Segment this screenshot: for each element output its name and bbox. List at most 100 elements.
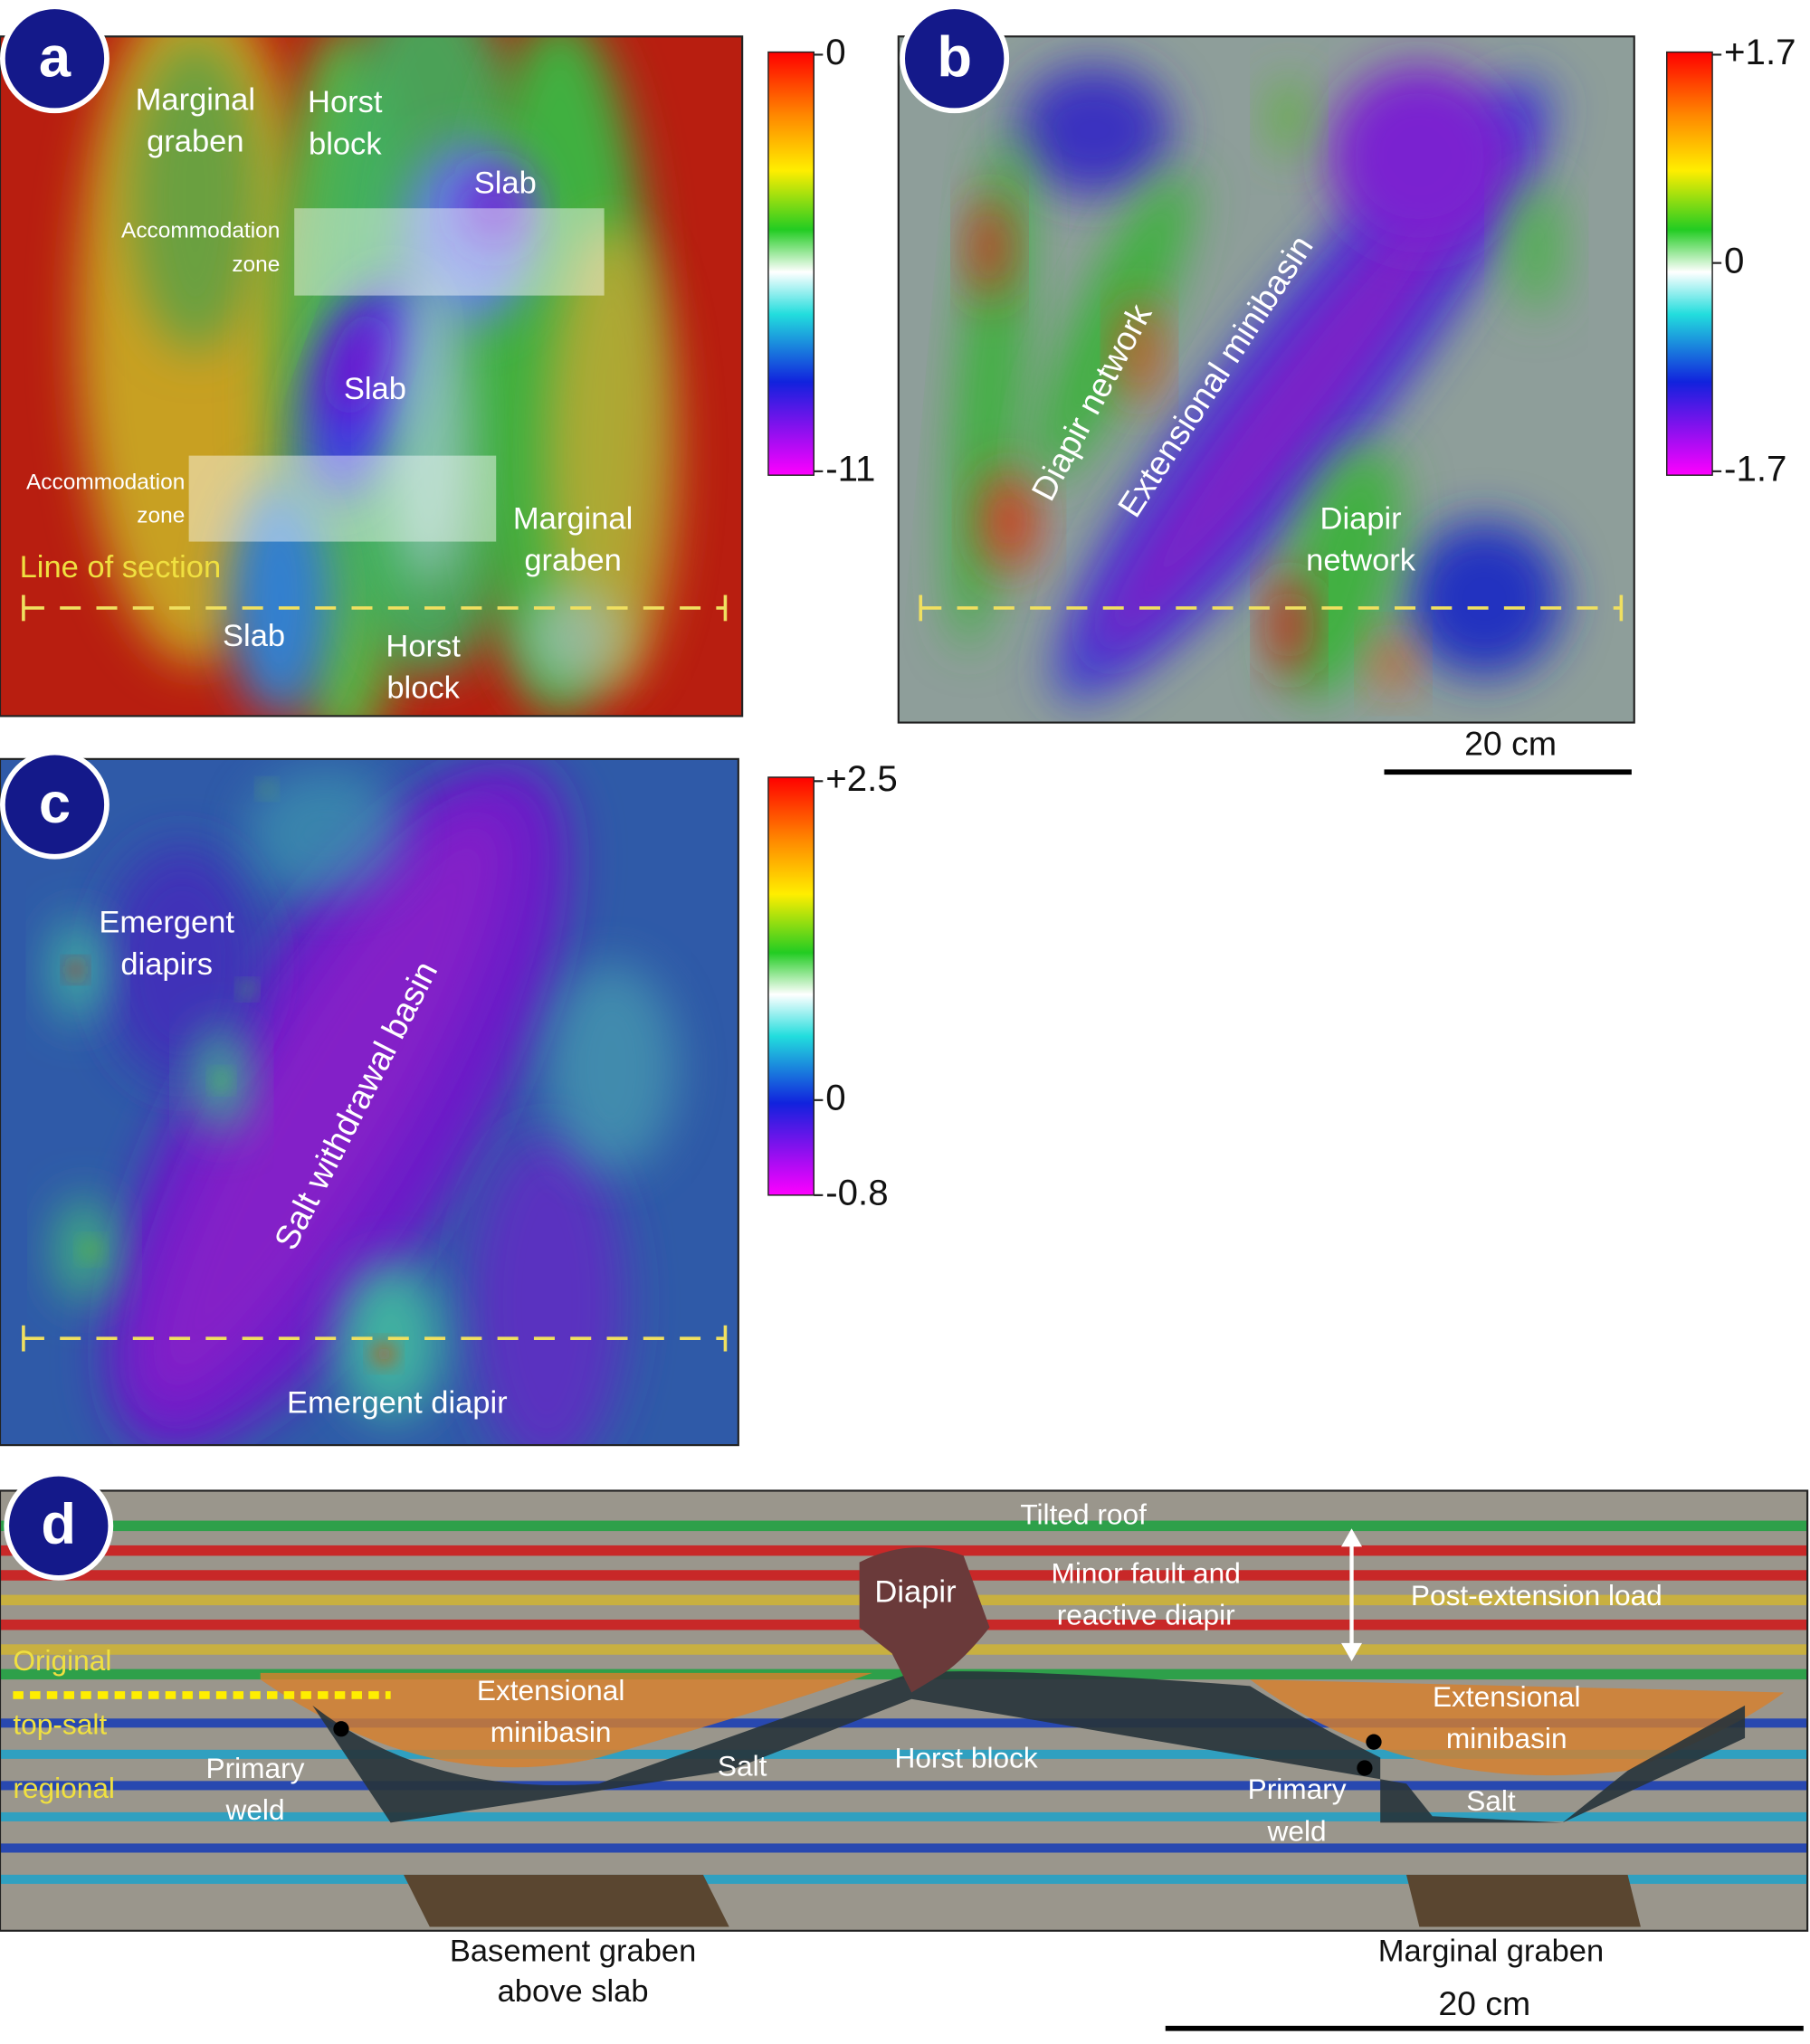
- colorbar-label: -1.7: [1724, 449, 1786, 490]
- map-blob: [462, 169, 528, 248]
- scale-bar-label: 20 cm: [1464, 724, 1557, 762]
- annotation: Slab: [344, 372, 406, 406]
- annotation: block: [309, 127, 382, 161]
- colorbar-label: +1.7: [1724, 32, 1796, 72]
- arrow-head: [1341, 1528, 1363, 1547]
- map-blob: [1119, 299, 1159, 404]
- map-blob: [129, 39, 261, 352]
- colorbar-label: 0: [1724, 240, 1744, 280]
- annotation: weld: [1267, 1814, 1327, 1847]
- map-blob: [338, 1262, 443, 1420]
- annotation: Tilted roof: [1020, 1498, 1147, 1531]
- diapir-spot: [241, 983, 254, 996]
- stratum: [0, 1843, 1808, 1853]
- annotation: weld: [224, 1793, 284, 1826]
- map-blob: [980, 468, 1038, 574]
- colorbar-label: 0: [825, 32, 845, 72]
- panel-badge: [0, 4, 110, 114]
- basement-graben: [404, 1874, 729, 1927]
- colorbar-label: 0: [825, 1077, 845, 1117]
- annotation: Marginal: [513, 502, 633, 537]
- minibasin-fill: [260, 1672, 873, 1768]
- caption: Marginal graben: [1378, 1934, 1604, 1968]
- annotation: graben: [524, 544, 621, 578]
- panel-border: [0, 35, 744, 718]
- map-blob: [1373, 638, 1414, 690]
- annotation: Accommodation: [26, 470, 185, 494]
- annotation: Salt: [1466, 1784, 1516, 1817]
- annotation: zone: [232, 252, 280, 277]
- stratum: [0, 1520, 1808, 1532]
- annotation: Emergent diapir: [287, 1386, 508, 1421]
- map-blob: [547, 221, 678, 690]
- stratum: [0, 1811, 1808, 1821]
- annotation: Diapir: [1320, 502, 1402, 537]
- salt-body: [312, 1671, 1746, 1823]
- diapir-spot: [373, 1343, 395, 1364]
- panel-badge: [4, 1470, 114, 1581]
- panel-border: [0, 1489, 1809, 1932]
- diapir-body: [859, 1547, 990, 1693]
- annotation: Slab: [223, 619, 285, 653]
- scale-bar-label: 20 cm: [1438, 1984, 1530, 2022]
- annotation: Slab: [474, 166, 537, 200]
- colorbar: [767, 776, 814, 1196]
- annotation: Primary: [206, 1752, 305, 1784]
- map-blob: [969, 195, 1010, 299]
- map-blob: [1328, 64, 1511, 248]
- stratum: [0, 1874, 1808, 1885]
- annotation: Horst: [308, 85, 383, 119]
- map-blob: [104, 846, 261, 1081]
- annotation: Marginal: [136, 82, 255, 117]
- panel-label: d: [41, 1493, 76, 1556]
- panel-b-map: [898, 36, 1634, 723]
- annotation: Primary: [1248, 1773, 1347, 1805]
- annotation: top-salt: [13, 1707, 107, 1740]
- map-blob: [520, 585, 625, 690]
- annotation: diapirs: [120, 947, 213, 982]
- panel-d-section: [0, 1490, 1808, 1931]
- map-blob: [547, 963, 678, 1172]
- diapir-spot: [260, 782, 274, 796]
- accommodation-zone-box: [188, 455, 497, 542]
- annotation: Diapir: [874, 1574, 956, 1609]
- annotation: reactive diapir: [1057, 1598, 1235, 1630]
- annotation: Horst: [386, 630, 461, 664]
- panel-label: a: [39, 25, 71, 89]
- map-blob: [1034, 171, 1194, 480]
- annotation: Emergent: [99, 906, 234, 940]
- map-blob: [227, 481, 332, 717]
- minibasin-fill: [1250, 1679, 1785, 1776]
- caption: above slab: [498, 1974, 649, 2009]
- basement-graben: [1405, 1874, 1641, 1927]
- map-blob: [247, 767, 405, 898]
- map-blob: [1405, 520, 1563, 678]
- map-blob: [324, 309, 392, 421]
- annotation: network: [1306, 544, 1416, 578]
- map-blob: [1281, 446, 1402, 699]
- map-blob: [1015, 64, 1172, 195]
- annotation: Post-extension load: [1411, 1579, 1662, 1611]
- annotation: minibasin: [1446, 1722, 1567, 1754]
- annotation: minibasin: [491, 1716, 612, 1748]
- weld-point: [1366, 1734, 1382, 1750]
- panel-badge: [0, 749, 110, 860]
- annotation: zone: [137, 504, 185, 528]
- diapir-spot: [81, 1241, 100, 1260]
- map-blob: [390, 273, 469, 586]
- annotation: Line of section: [20, 550, 222, 585]
- stratum: [0, 1781, 1808, 1791]
- stratum: [0, 1749, 1808, 1759]
- colorbar: [767, 51, 814, 476]
- arrow-head: [1341, 1642, 1363, 1661]
- diapir-spot: [213, 1072, 230, 1089]
- map-blob: [1269, 78, 1310, 157]
- panel-border: [0, 757, 739, 1447]
- caption: Basement graben: [450, 1934, 696, 1968]
- accommodation-zone-box: [294, 208, 605, 296]
- annotation: Minor fault and: [1052, 1556, 1241, 1589]
- annotation: Horst block: [895, 1742, 1038, 1774]
- map-blob: [469, 1132, 625, 1446]
- colorbar-label: -0.8: [825, 1173, 888, 1213]
